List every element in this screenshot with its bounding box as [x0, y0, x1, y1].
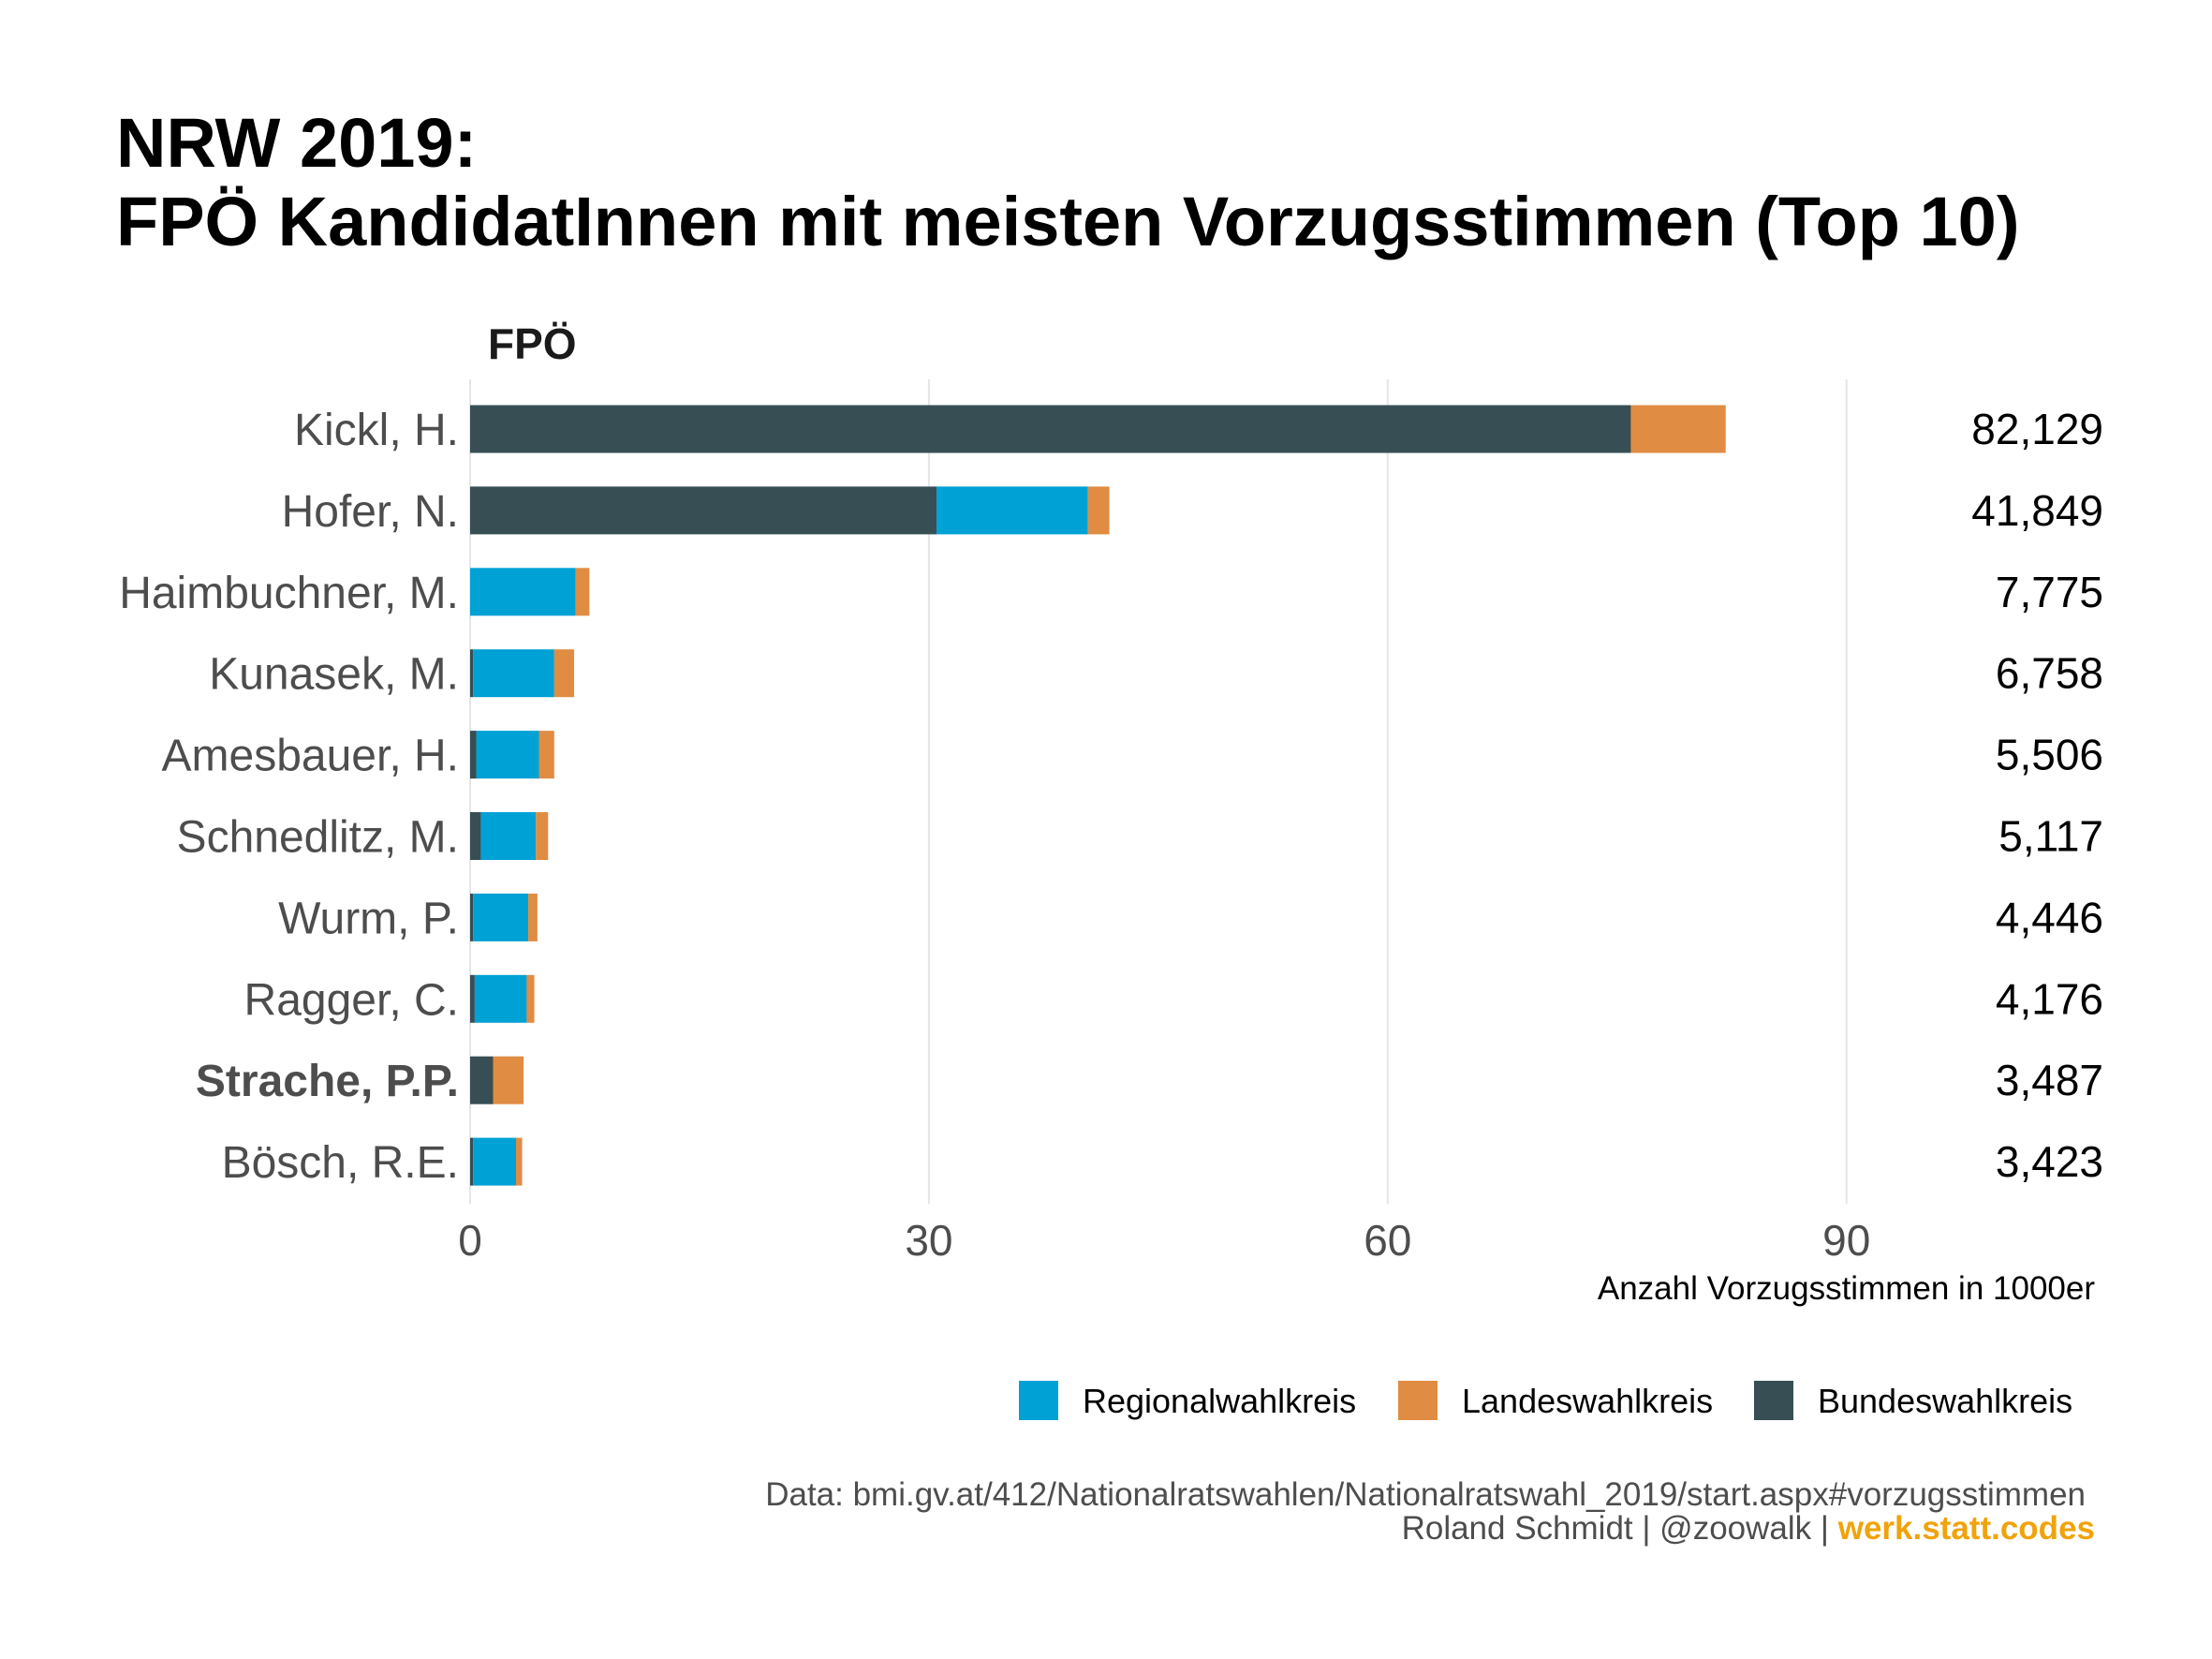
x-tick-label: 90 — [1822, 1216, 1870, 1265]
legend-swatch-bundeswahlkreis — [1754, 1381, 1793, 1420]
total-label: 6,758 — [1996, 649, 2103, 698]
bar-bundeswahlkreis-amesbauer-h — [470, 731, 477, 779]
legend-label-regionalwahlkreis: Regionalwahlkreis — [1083, 1382, 1356, 1420]
bar-regionalwahlkreis-amesbauer-h — [476, 731, 539, 779]
legend-swatch-regionalwahlkreis — [1019, 1381, 1058, 1420]
bar-bundeswahlkreis-ragger-c — [470, 974, 475, 1023]
bar-landeswahlkreis-bosch-r-e — [515, 1137, 523, 1186]
bar-landeswahlkreis-schnedlitz-m — [536, 812, 549, 860]
bar-regionalwahlkreis-bosch-r-e — [473, 1137, 516, 1186]
bar-bundeswahlkreis-wurm-p — [470, 893, 474, 941]
legend-label-landeswahlkreis: Landeswahlkreis — [1462, 1382, 1713, 1420]
bar-regionalwahlkreis-hofer-n — [936, 486, 1088, 535]
total-label: 4,176 — [1996, 974, 2103, 1023]
legend-swatch-landeswahlkreis — [1398, 1381, 1438, 1420]
bar-landeswahlkreis-hofer-n — [1087, 486, 1110, 535]
caption-link[interactable]: werk.statt.codes — [1837, 1510, 2095, 1547]
candidate-label: Bösch, R.E. — [222, 1138, 459, 1188]
caption-author: Roland Schmidt | @zoowalk | werk.statt.c… — [1402, 1510, 2095, 1547]
bar-landeswahlkreis-wurm-p — [528, 893, 538, 941]
x-axis-label: Anzahl Vorzugsstimmen in 1000er — [1598, 1270, 2095, 1307]
candidate-label: Haimbuchner, M. — [119, 569, 459, 618]
total-label: 41,849 — [1971, 486, 2103, 535]
candidate-labels: Kickl, H. Hofer, N. Haimbuchner, M. Kunasek… — [119, 406, 459, 1188]
bar-landeswahlkreis-kickl-h — [1630, 405, 1726, 453]
chart-title-line1: NRW 2019: — [116, 104, 478, 182]
candidate-label: Wurm, P. — [278, 894, 459, 943]
candidate-label: Schnedlitz, M. — [177, 813, 459, 863]
bar-regionalwahlkreis-schnedlitz-m — [480, 812, 537, 860]
candidate-label: Amesbauer, H. — [162, 732, 459, 781]
x-axis-ticks: 0 30 60 90 — [458, 1216, 1870, 1265]
candidate-label: Ragger, C. — [244, 975, 459, 1025]
total-labels: 82,129 41,849 7,775 6,758 5,506 5,117 4,446 4,1… — [1971, 405, 2103, 1186]
total-label: 4,446 — [1996, 893, 2103, 941]
x-tick-label: 0 — [458, 1216, 482, 1265]
candidate-label: Kunasek, M. — [209, 650, 459, 700]
x-tick-label: 60 — [1364, 1216, 1411, 1265]
bar-bundeswahlkreis-strache-p-p — [470, 1056, 494, 1104]
candidate-label: Strache, P.P. — [196, 1057, 459, 1106]
caption-source: Data: bmi.gv.at/412/Nationalratswahlen/N… — [765, 1476, 2086, 1513]
caption-author-text: Roland Schmidt | @zoowalk | — [1402, 1510, 1838, 1547]
bar-landeswahlkreis-ragger-c — [526, 974, 535, 1023]
candidate-label: Hofer, N. — [282, 487, 459, 537]
legend-label-bundeswahlkreis: Bundeswahlkreis — [1818, 1382, 2072, 1420]
total-label: 3,487 — [1996, 1056, 2103, 1104]
total-label: 7,775 — [1996, 568, 2103, 616]
bar-bundeswahlkreis-bosch-r-e — [470, 1137, 474, 1186]
facet-label: FPÖ — [488, 319, 577, 368]
chart-title-line2: FPÖ KandidatInnen mit meisten Vorzugssti… — [116, 183, 2020, 260]
bar-regionalwahlkreis-haimbuchner-m — [470, 568, 576, 616]
bar-bundeswahlkreis-kickl-h — [470, 405, 1631, 453]
bars — [470, 405, 1726, 1186]
legend: Regionalwahlkreis Landeswahlkreis Bundeswa… — [1019, 1381, 2072, 1420]
candidate-label: Kickl, H. — [294, 406, 459, 455]
bar-regionalwahlkreis-kunasek-m — [473, 649, 554, 698]
bar-bundeswahlkreis-hofer-n — [470, 486, 937, 535]
bar-bundeswahlkreis-kunasek-m — [470, 649, 474, 698]
bar-landeswahlkreis-kunasek-m — [553, 649, 575, 698]
bar-landeswahlkreis-haimbuchner-m — [575, 568, 590, 616]
bar-regionalwahlkreis-wurm-p — [473, 893, 529, 941]
total-label: 82,129 — [1971, 405, 2103, 453]
total-label: 3,423 — [1996, 1137, 2103, 1186]
total-label: 5,506 — [1996, 731, 2103, 779]
bar-regionalwahlkreis-ragger-c — [474, 974, 527, 1023]
x-tick-label: 30 — [905, 1216, 952, 1265]
bar-landeswahlkreis-amesbauer-h — [538, 731, 554, 779]
bar-bundeswahlkreis-schnedlitz-m — [470, 812, 481, 860]
bar-landeswahlkreis-strache-p-p — [493, 1056, 524, 1104]
total-label: 5,117 — [1998, 812, 2103, 861]
